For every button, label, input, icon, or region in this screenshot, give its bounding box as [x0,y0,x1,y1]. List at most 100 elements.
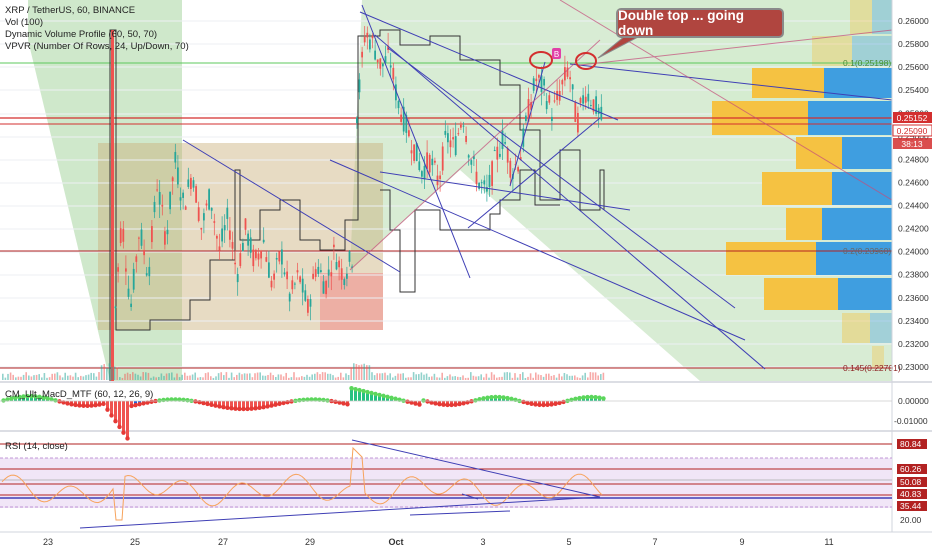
volume-bar-52 [137,374,139,380]
current-price-box [893,112,932,123]
macd-bar-62 [250,401,253,409]
candle-body-159 [527,99,530,122]
volume-bar-155 [405,377,407,380]
macd-dot-119 [477,397,482,402]
candle-body-140 [478,182,480,189]
macd-bar-90 [362,391,365,401]
macd-dot-69 [277,401,282,407]
volume-bar-36 [95,376,98,380]
candle-body-79 [317,266,320,274]
candle-body-20 [164,231,166,245]
macd-dot-33 [133,402,138,408]
volume-bar-31 [82,376,85,380]
candle-body-26 [179,197,182,201]
volume-bar-9 [25,372,27,380]
volume-bar-111 [290,377,293,380]
fan-edge-lines [349,0,893,271]
macd-dot-106 [425,399,430,404]
volume-bar-98 [256,372,259,380]
candle-body-184 [592,99,595,112]
candle-body-132 [457,133,460,135]
macd-dot-84 [337,400,342,405]
macd-dot-59 [237,406,242,412]
macd-dot-125 [501,395,506,400]
candle-body-36 [205,203,208,206]
volume-bar-133 [347,375,350,380]
price-tick-13: 0.23400 [898,316,929,326]
candle-body-123 [434,160,436,163]
volume-bar-12 [33,375,35,380]
symbol-title[interactable]: XRP / TetherUS, 60, BINANCE [5,5,136,16]
volume-bar-0 [2,373,4,380]
macd-dot-62 [249,406,254,411]
price-tick-10: 0.24000 [898,247,929,257]
volume-bar-60 [158,376,160,380]
rsi-level-1: 60.26 [900,464,922,474]
candle-body-138 [473,156,475,160]
macd-dot-60 [241,406,246,412]
candle-body-116 [415,143,418,161]
macd-dot-39 [157,398,162,403]
volume-bar-115 [301,376,303,380]
macd-label[interactable]: CM_Ult_MacD_MTF (60, 12, 26, 9) [5,389,154,400]
candle-body-176 [571,84,574,90]
candle-body-51 [244,218,247,230]
indicator-vpvr[interactable]: VPVR (Number Of Rows, 24, Up/Down, 70) [5,41,189,52]
rsi-label-box-3 [897,489,927,499]
volume-bar-64 [168,373,170,380]
rsi-level-4: 35.44 [900,501,922,511]
candle-body-166 [545,101,548,110]
volume-bar-194 [506,372,508,380]
macd-bar-60 [242,401,245,409]
volume-bar-200 [522,372,524,380]
volume-bar-137 [358,365,360,380]
volume-bar-1 [4,377,7,380]
time-tick-2: 27 [218,537,228,547]
macd-dot-3 [13,395,18,400]
macd-dot-31 [125,436,130,441]
macd-bar-95 [382,395,385,401]
volume-bar-43 [113,366,116,380]
price-axis[interactable]: 0.260000.258000.256000.254000.252000.250… [898,16,929,372]
candle-body-75 [307,298,309,313]
volume-bar-135 [353,363,355,380]
volume-bar-134 [350,367,352,380]
dynamic-profile-line-2 [380,169,560,293]
indicator-dvp[interactable]: Dynamic Volume Profile (60, 50, 70) [5,29,158,40]
macd-dot-17 [69,402,74,407]
volume-bar-123 [321,372,324,380]
candle-body-146 [493,150,496,152]
indicator-vol[interactable]: Vol (100) [5,17,44,28]
candle-body-30 [190,177,192,190]
candle-body-60 [268,262,270,278]
volume-bar-170 [444,377,446,380]
volume-bar-199 [519,374,521,380]
candle-body-109 [397,100,400,109]
candle-body-83 [327,269,330,276]
candle-body-82 [325,280,327,295]
candle-body-119 [423,165,426,180]
macd-dot-72 [289,399,294,404]
rsi-label[interactable]: RSI (14, close) [5,441,68,452]
volume-bar-66 [173,377,176,380]
volume-bar-204 [532,377,534,380]
volume-bar-69 [181,374,183,380]
time-axis[interactable]: 23 25 27 29 Oct 3 5 7 9 11 [43,537,834,547]
volume-bar-80 [210,376,212,380]
time-tick-0: 23 [43,537,53,547]
candle-body-174 [566,67,569,77]
volume-bar-192 [501,376,503,380]
candle-body-63 [275,257,278,260]
candle-body-23 [171,177,174,182]
macd-dot-36 [145,400,150,405]
buy-marker [552,48,561,59]
macd-dot-123 [493,394,498,400]
candle-body-9 [135,256,138,262]
macd-tick-1: -0.01000 [894,416,928,426]
price-tick-14: 0.23200 [898,339,929,349]
volume-bar-19 [51,373,53,380]
price-tick-2: 0.25600 [898,62,929,72]
candle-body-163 [538,75,540,78]
candle-body-66 [283,272,286,275]
